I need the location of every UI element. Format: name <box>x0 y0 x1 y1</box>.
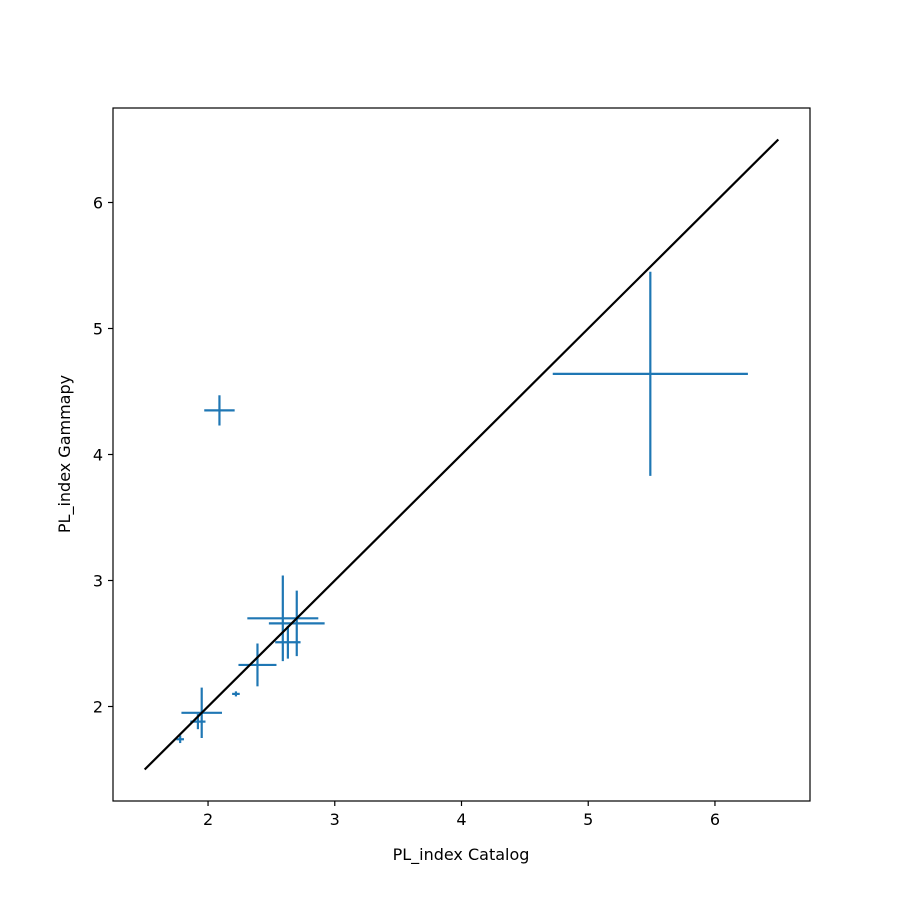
plot-content <box>143 138 780 771</box>
y-tick-label: 4 <box>93 446 103 465</box>
x-tick-label: 5 <box>583 810 593 829</box>
errorbar-point <box>238 643 277 687</box>
errorbar-point <box>176 735 184 744</box>
y-axis-label: PL_index Gammapy <box>55 375 75 533</box>
x-axis-ticks: 2 3 4 5 6 <box>203 801 720 829</box>
y-tick-label: 2 <box>93 698 103 717</box>
y-tick-label: 3 <box>93 572 103 591</box>
x-tick-label: 4 <box>456 810 466 829</box>
x-tick-label: 6 <box>710 810 720 829</box>
errorbar-point <box>268 590 325 657</box>
x-tick-label: 2 <box>203 810 213 829</box>
errorbar-point <box>247 575 319 662</box>
y-tick-label: 6 <box>93 194 103 213</box>
errorbar-point <box>232 691 240 697</box>
identity-line <box>143 138 780 771</box>
y-axis-ticks: 2 3 4 5 6 <box>93 194 113 717</box>
errorbar-point <box>552 271 748 476</box>
x-tick-label: 3 <box>330 810 340 829</box>
y-tick-label: 5 <box>93 320 103 339</box>
x-axis-label: PL_index Catalog <box>393 845 530 865</box>
errorbar-point <box>204 395 235 426</box>
